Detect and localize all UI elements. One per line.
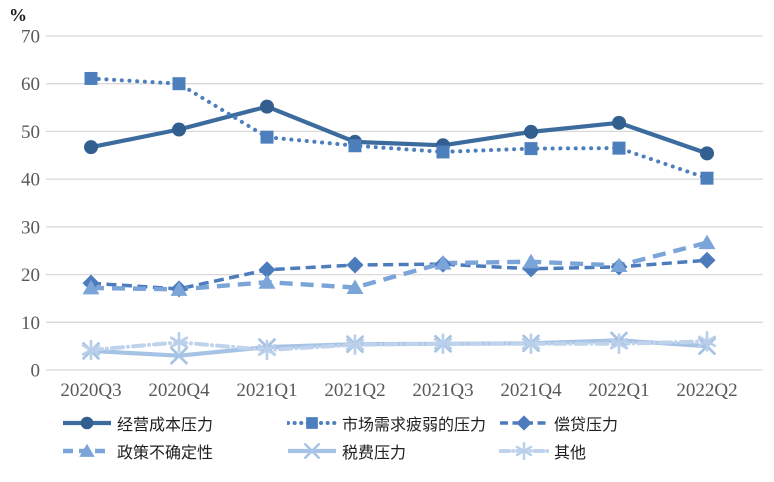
svg-text:2020Q3: 2020Q3 [60, 380, 121, 401]
svg-text:10: 10 [21, 313, 40, 334]
legend-label: 偿贷压力 [554, 416, 619, 434]
legend-label: 政策不确定性 [117, 444, 214, 462]
asterisk-marker-icon [499, 441, 549, 460]
chart-legend: 经营成本压力 市场需求疲弱的压力 偿贷压力政策不确定性 税费压力 其他 [0, 412, 774, 462]
legend-item: 市场需求疲弱的压力 [287, 412, 499, 434]
legend-item: 其他 [499, 440, 774, 462]
legend-item: 政策不确定性 [62, 440, 287, 462]
svg-text:0: 0 [31, 361, 41, 382]
y-axis-unit-label: % [9, 5, 27, 25]
svg-text:60: 60 [21, 74, 40, 95]
svg-text:20: 20 [21, 265, 40, 286]
legend-label: 市场需求疲弱的压力 [342, 416, 487, 434]
square-marker-icon [287, 416, 337, 429]
x-marker-icon [288, 442, 336, 459]
legend-label: 税费压力 [342, 444, 407, 462]
svg-text:30: 30 [21, 217, 40, 238]
svg-text:40: 40 [21, 170, 40, 191]
svg-text:70: 70 [21, 27, 40, 48]
legend-label: 经营成本压力 [117, 416, 214, 434]
diamond-marker-icon [500, 414, 548, 431]
legend-item: 经营成本压力 [62, 412, 287, 434]
svg-text:2021Q1: 2021Q1 [236, 380, 297, 401]
triangle-marker-icon [63, 443, 111, 457]
svg-text:2020Q4: 2020Q4 [148, 380, 210, 401]
circle-marker-icon [63, 416, 111, 429]
legend-label: 其他 [554, 444, 587, 462]
legend-item: 偿贷压力 [499, 412, 774, 434]
legend-item: 税费压力 [287, 440, 499, 462]
svg-text:2021Q2: 2021Q2 [324, 380, 385, 401]
svg-text:50: 50 [21, 122, 40, 143]
svg-text:2021Q3: 2021Q3 [412, 380, 473, 401]
svg-text:2022Q1: 2022Q1 [588, 380, 649, 401]
svg-text:2021Q4: 2021Q4 [500, 380, 562, 401]
svg-text:2022Q2: 2022Q2 [676, 380, 737, 401]
